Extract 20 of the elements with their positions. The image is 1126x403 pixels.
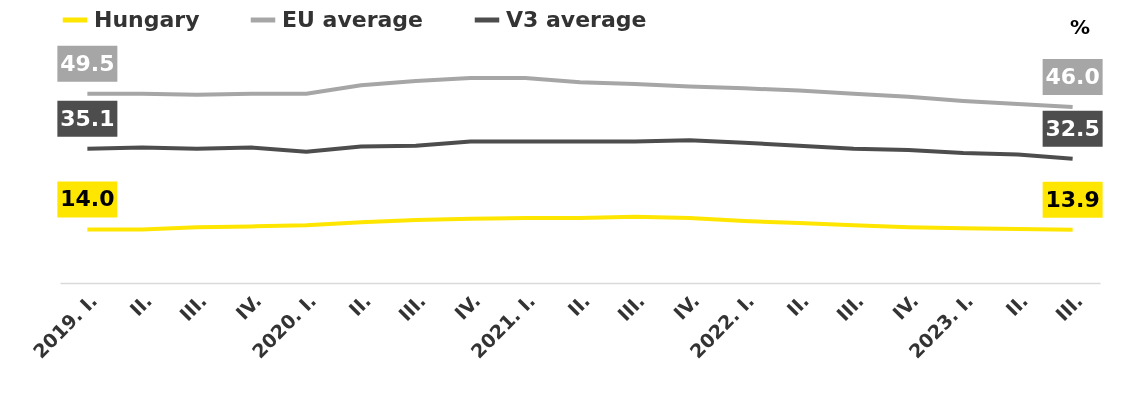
data-label: 46.0 [1045, 64, 1100, 90]
data-label: 13.9 [1045, 186, 1100, 212]
x-tick-label: III. [1050, 289, 1087, 326]
x-tick-label: II. [1001, 289, 1032, 321]
data-label: 14.0 [60, 186, 115, 212]
x-tick-label: II. [125, 289, 157, 321]
x-tick-label: III. [613, 289, 649, 326]
x-tick-label: III. [831, 289, 868, 326]
legend-label: EU average [282, 7, 424, 32]
x-tick-label: II. [782, 289, 813, 321]
legend-label: V3 average [506, 7, 647, 32]
x-tick-label: III. [394, 289, 430, 326]
x-tick-label: II. [563, 289, 594, 321]
data-label: 49.5 [60, 50, 115, 76]
text: % [1069, 15, 1091, 39]
data-label: 32.5 [1045, 115, 1100, 141]
data-label: 35.1 [60, 105, 115, 131]
x-tick-label: II. [344, 289, 375, 321]
x-tick-label: III. [175, 289, 211, 326]
legend-label: Hungary [94, 7, 200, 32]
